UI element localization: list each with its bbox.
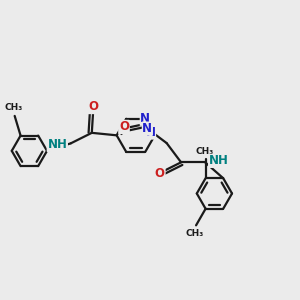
- Text: O: O: [155, 167, 165, 180]
- Text: O: O: [88, 100, 98, 113]
- Text: O: O: [155, 167, 165, 180]
- Text: N: N: [142, 122, 152, 135]
- Text: O: O: [88, 100, 98, 113]
- Text: O: O: [119, 121, 129, 134]
- Text: NH: NH: [47, 138, 67, 151]
- Text: NH: NH: [209, 154, 229, 167]
- Text: N: N: [146, 126, 156, 139]
- Text: CH₃: CH₃: [4, 103, 22, 112]
- Text: N: N: [140, 112, 150, 125]
- Text: NH: NH: [47, 138, 67, 151]
- Text: O: O: [119, 121, 129, 134]
- Text: CH₃: CH₃: [185, 229, 204, 238]
- Text: NH: NH: [209, 154, 229, 167]
- Text: CH₃: CH₃: [195, 147, 213, 156]
